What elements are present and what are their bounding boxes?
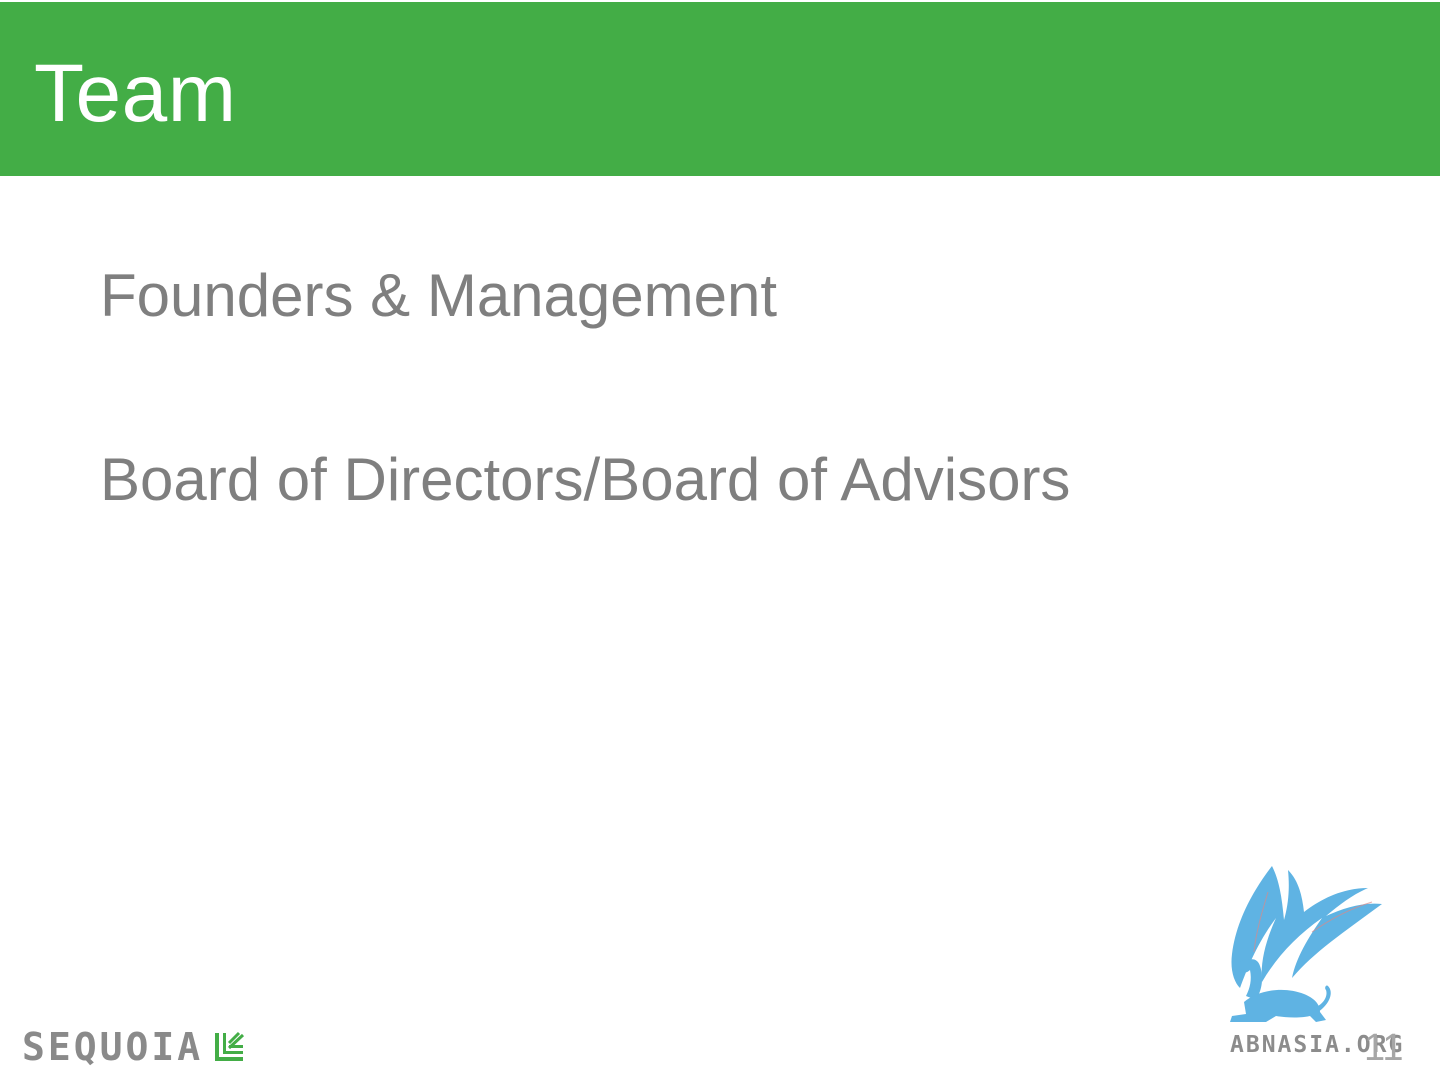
title-bar: Team — [0, 2, 1440, 176]
bullet-list: Founders & Management Board of Directors… — [100, 258, 1070, 518]
bullet-board: Board of Directors/Board of Advisors — [100, 446, 1071, 513]
page-number: 11 — [1364, 1027, 1404, 1069]
watermark-text: ABNASIA.ORG — [1230, 1032, 1405, 1058]
slide-title: Team — [34, 48, 237, 139]
griffin-icon — [1230, 866, 1382, 1022]
sequoia-mark-icon — [215, 1031, 245, 1061]
bullet-founders-management: Founders & Management — [100, 262, 778, 329]
sequoia-logo: SEQUOIA — [22, 1024, 245, 1070]
sequoia-logo-text: SEQUOIA — [22, 1025, 204, 1069]
